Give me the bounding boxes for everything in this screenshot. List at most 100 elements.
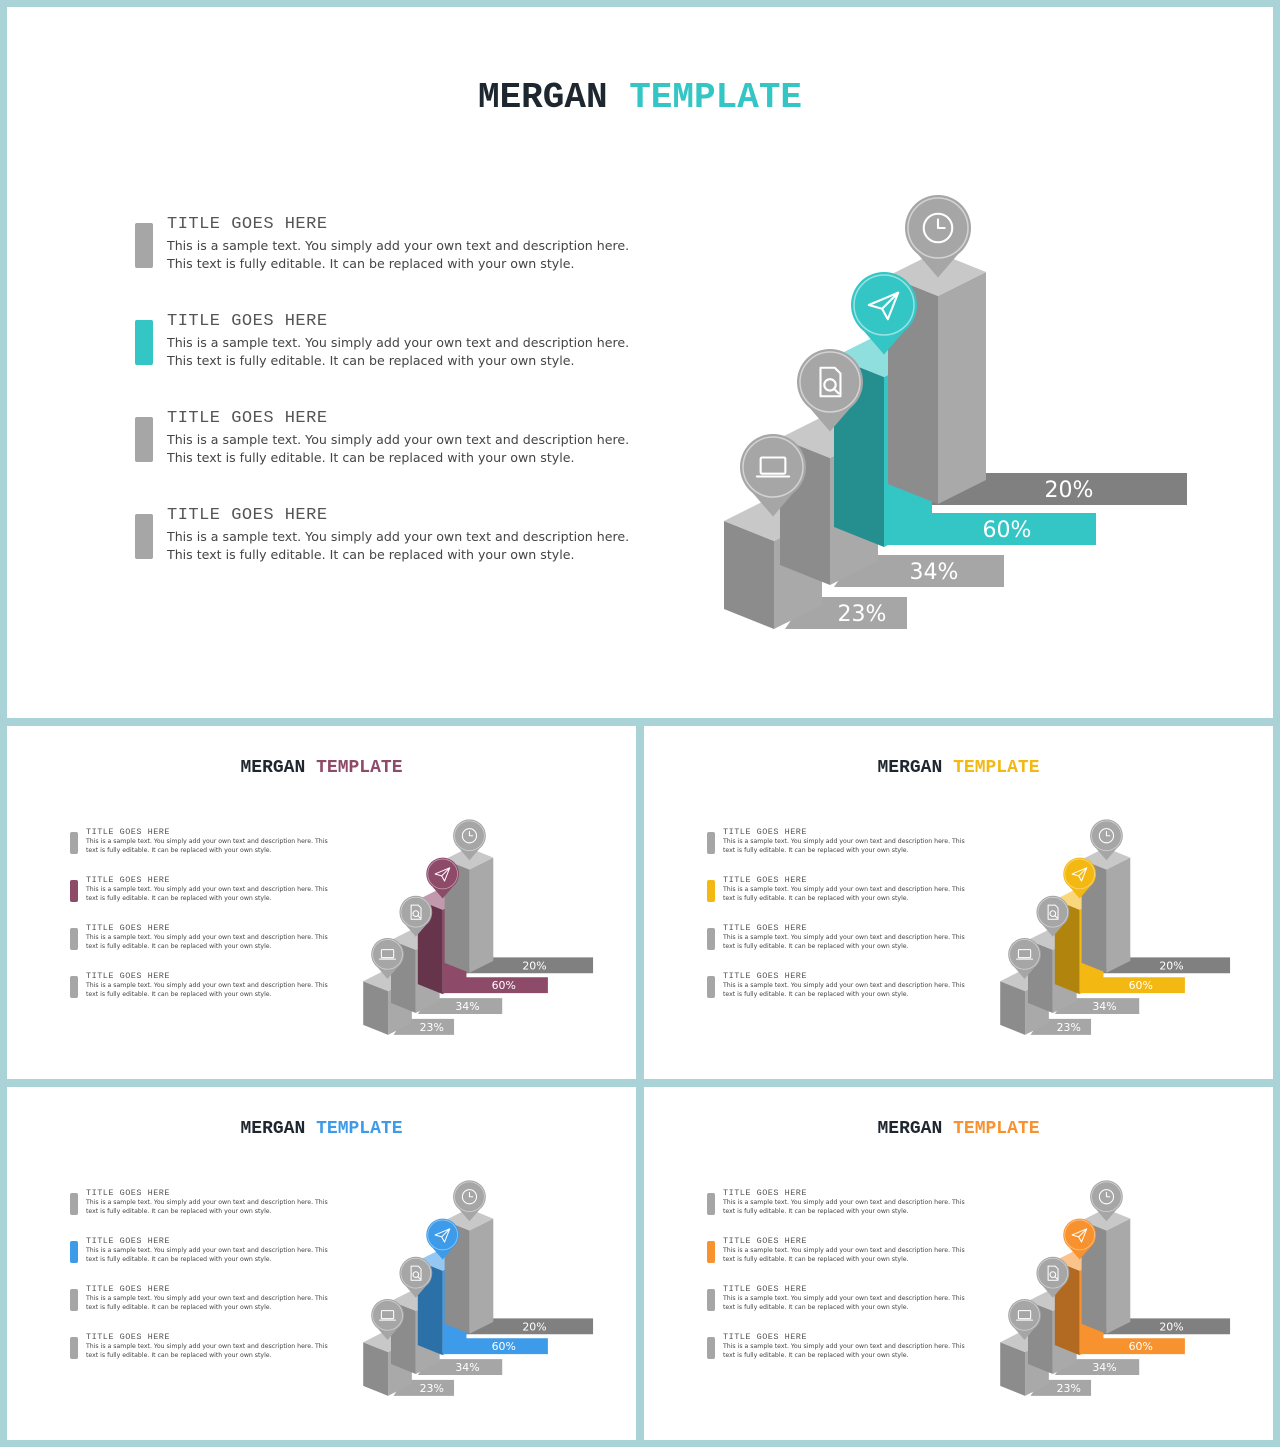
item-marker-bar [135,417,153,462]
value-label: 23% [838,602,887,627]
document-search-icon [1047,1265,1059,1281]
value-label: 60% [983,518,1032,543]
item-title: TITLE GOES HERE [86,1332,171,1342]
value-label: 34% [1092,1000,1116,1013]
item-title: TITLE GOES HERE [86,923,171,933]
item-marker-bar [707,976,715,998]
paper-plane-pin [851,272,917,355]
laptop-pin [371,1298,404,1340]
value-label: 20% [522,959,546,972]
title-word-template: TEMPLATE [316,758,403,778]
item-marker-bar [707,880,715,902]
document-search-icon [1047,904,1059,920]
bar-3d [444,847,494,973]
value-strip: 60% [441,977,548,994]
item-title: TITLE GOES HERE [86,1284,171,1294]
value-label: 23% [1057,1382,1081,1395]
value-strip: 60% [1078,1338,1185,1355]
item-title: TITLE GOES HERE [723,875,808,885]
item-title: TITLE GOES HERE [167,215,328,234]
value-strip: 20% [1102,957,1231,974]
item-title: TITLE GOES HERE [86,827,171,837]
item-marker-bar [70,832,78,854]
item-marker-bar [70,928,78,950]
item-title: TITLE GOES HERE [167,409,328,428]
item-title: TITLE GOES HERE [86,875,171,885]
slide-variant-orange[interactable]: MERGAN TEMPLATE TITLE GOES HERE This is a… [644,1087,1273,1440]
laptop-icon [1015,1310,1034,1321]
value-strip: 20% [465,957,594,974]
item-description: This is a sample text. You simply add yo… [723,1295,965,1311]
value-strip: 60% [441,1338,548,1355]
item-marker-bar [707,1337,715,1359]
item-title: TITLE GOES HERE [723,827,808,837]
paper-plane-icon [1071,867,1088,882]
title-word-mergan: MERGAN [877,1119,943,1139]
laptop-pin [1008,937,1041,979]
item-title: TITLE GOES HERE [167,312,328,331]
item-title: TITLE GOES HERE [723,923,808,933]
paper-plane-icon [434,1228,451,1243]
document-search-icon [819,366,842,398]
item-description: This is a sample text. You simply add yo… [86,934,328,950]
paper-plane-pin [1063,857,1097,899]
item-description: This is a sample text. You simply add yo… [167,432,630,465]
document-search-pin [1036,1256,1070,1298]
clock-icon [922,212,954,244]
item-marker-bar [135,514,153,559]
value-label: 34% [455,1361,479,1374]
item-description: This is a sample text. You simply add yo… [167,529,630,562]
clock-pin [1090,819,1123,861]
item-title: TITLE GOES HERE [86,1236,171,1246]
laptop-icon [378,949,397,960]
item-description: This is a sample text. You simply add yo… [723,838,965,854]
bar-chart-3d: 23% 34% 60% 20% [363,819,594,1035]
item-description: This is a sample text. You simply add yo… [86,838,328,854]
value-label: 20% [1159,1320,1183,1333]
document-search-icon [410,904,422,920]
item-marker-bar [707,1193,715,1215]
laptop-icon [378,1310,397,1321]
item-marker-bar [70,1337,78,1359]
slide-title: MERGAN TEMPLATE [7,758,636,778]
item-marker-bar [70,1193,78,1215]
clock-pin [905,195,971,278]
slide-variant-purple[interactable]: MERGAN TEMPLATE TITLE GOES HERE This is a… [7,726,636,1079]
slide-variant-blue[interactable]: MERGAN TEMPLATE TITLE GOES HERE This is a… [7,1087,636,1440]
value-label: 60% [492,1340,516,1353]
title-word-template: TEMPLATE [953,1119,1040,1139]
value-label: 34% [455,1000,479,1013]
paper-plane-pin [426,1218,460,1260]
title-word-mergan: MERGAN [477,77,608,118]
value-strip: 20% [465,1318,594,1335]
laptop-pin [371,937,404,979]
item-description: This is a sample text. You simply add yo… [723,1199,965,1215]
item-description: This is a sample text. You simply add yo… [723,982,965,998]
item-description: This is a sample text. You simply add yo… [86,982,328,998]
item-title: TITLE GOES HERE [723,971,808,981]
slide-title: MERGAN TEMPLATE [644,1119,1273,1139]
laptop-pin [740,434,806,517]
paper-plane-pin [426,857,460,899]
bar-chart-3d: 23% 34% 60% 20% [1000,1180,1231,1396]
item-title: TITLE GOES HERE [723,1284,808,1294]
value-label: 60% [492,979,516,992]
clock-icon [461,1189,478,1205]
item-marker-bar [707,1289,715,1311]
item-description: This is a sample text. You simply add yo… [167,335,630,368]
value-label: 34% [1092,1361,1116,1374]
item-description: This is a sample text. You simply add yo… [723,886,965,902]
paper-plane-icon [1071,1228,1088,1243]
item-title: TITLE GOES HERE [86,1188,171,1198]
document-search-pin [797,349,863,432]
slide-variant-yellow[interactable]: MERGAN TEMPLATE TITLE GOES HERE This is a… [644,726,1273,1079]
item-description: This is a sample text. You simply add yo… [86,1199,328,1215]
slide-title: MERGAN TEMPLATE [7,1119,636,1139]
item-marker-bar [707,928,715,950]
value-strip: 34% [834,555,1004,587]
title-word-template: TEMPLATE [629,77,803,118]
slide-main[interactable]: MERGAN TEMPLATE TITLE GOES HERE This is … [7,7,1273,718]
value-strip: 34% [417,998,503,1014]
value-label: 60% [1129,1340,1153,1353]
document-search-pin [399,895,433,937]
